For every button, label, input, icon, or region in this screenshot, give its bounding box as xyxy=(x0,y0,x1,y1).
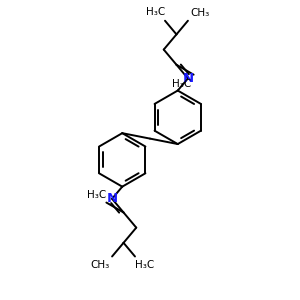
Text: N: N xyxy=(106,192,118,205)
Text: H₃C: H₃C xyxy=(87,190,106,200)
Text: N: N xyxy=(182,72,194,85)
Text: H₃C: H₃C xyxy=(135,260,154,270)
Text: CH₃: CH₃ xyxy=(190,8,209,18)
Text: H₃C: H₃C xyxy=(146,7,165,17)
Text: H₃C: H₃C xyxy=(172,79,192,88)
Text: CH₃: CH₃ xyxy=(91,260,110,270)
